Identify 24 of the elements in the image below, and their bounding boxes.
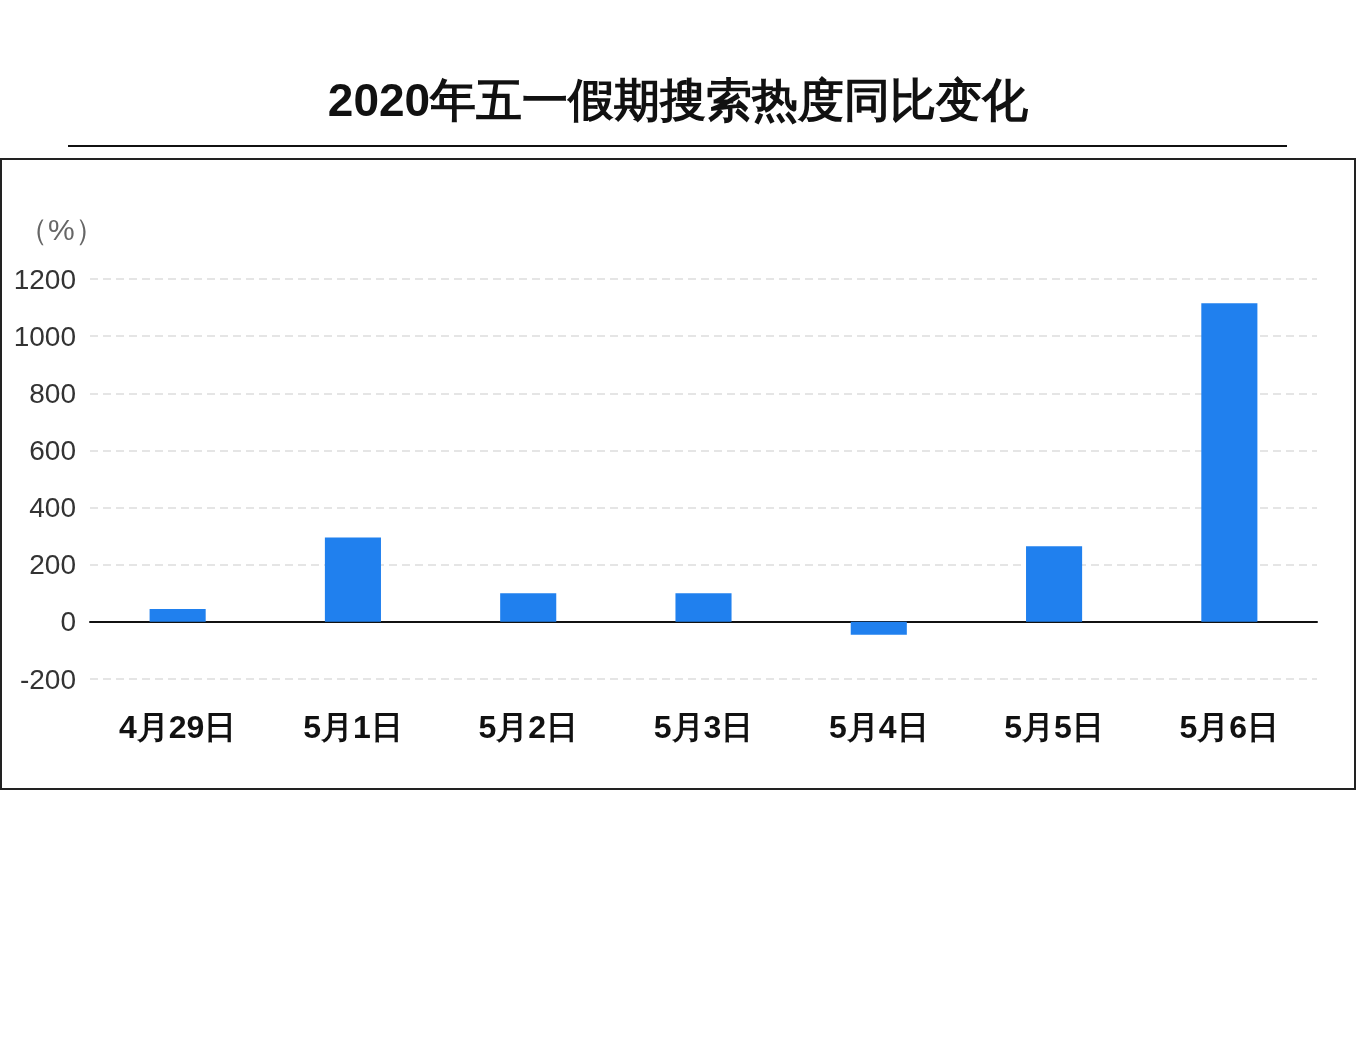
y-axis-title: （%） <box>18 212 105 246</box>
y-tick-label: 800 <box>29 377 76 409</box>
bar <box>500 593 557 622</box>
x-tick-label: 5月3日 <box>653 709 754 745</box>
x-tick-label: 5月1日 <box>303 709 403 745</box>
y-tick-label: 600 <box>29 434 76 466</box>
x-tick-label: 5月6日 <box>1179 709 1280 745</box>
bar <box>1201 303 1258 622</box>
y-tick-label: 400 <box>29 492 76 524</box>
bar <box>850 621 907 635</box>
bar <box>1026 546 1083 622</box>
y-tick-label: 200 <box>29 549 76 581</box>
bar <box>675 593 732 622</box>
x-tick-label: 5月5日 <box>1004 709 1104 745</box>
x-tick-label: 4月29日 <box>118 709 237 745</box>
y-tick-label: 0 <box>60 606 76 638</box>
y-tick-label: -200 <box>19 663 76 695</box>
y-tick-label: 1000 <box>13 320 76 352</box>
bar <box>324 537 381 622</box>
chart-title: 2020年五一假期搜索热度同比变化 <box>327 74 1030 126</box>
y-tick-label: 1200 <box>13 263 76 295</box>
bar <box>149 609 206 622</box>
x-tick-label: 5月4日 <box>828 709 929 745</box>
x-tick-label: 5月2日 <box>478 709 579 745</box>
